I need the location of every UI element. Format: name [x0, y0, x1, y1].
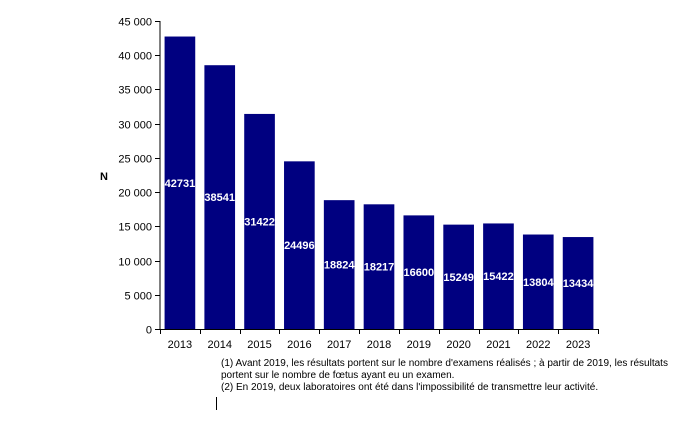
- bar-2014: [204, 65, 236, 330]
- x-axis: 2013 2014 2015 2016 2017 2018 2019 2020 2021 2022…: [160, 329, 599, 351]
- x-tick-label: 2014: [207, 339, 231, 351]
- bar-2019: [403, 215, 435, 329]
- data-label-2019: 16600: [404, 267, 435, 279]
- data-label-2018: 18217: [364, 262, 395, 274]
- bar-2013: [164, 36, 196, 330]
- bar-2015: [244, 113, 275, 329]
- y-axis: 0 5 000 10 000 15 000 20 000 25 000 30 000 35 0…: [118, 17, 161, 337]
- data-label-2021: 15422: [483, 271, 514, 283]
- x-tick-label: 2022: [526, 339, 550, 351]
- x-tick-label: 2020: [446, 339, 470, 351]
- x-tick-label: 2017: [327, 339, 351, 351]
- y-tick-label: 45 000: [118, 17, 152, 29]
- bar-2022: [522, 234, 554, 329]
- x-tick-label: 2018: [367, 339, 391, 351]
- x-tick-label: 2019: [407, 339, 431, 351]
- x-tick-label: 2013: [168, 339, 192, 351]
- bar-2018: [363, 204, 395, 329]
- x-tick-label: 2016: [287, 339, 311, 351]
- y-tick-label: 5 000: [124, 291, 152, 303]
- bar-2023: [562, 237, 594, 329]
- footnote-1: (1) Avant 2019, les résultats portent su…: [221, 358, 668, 381]
- bar-2020: [443, 224, 474, 329]
- data-label-2022: 13804: [523, 277, 554, 289]
- x-tick-label: 2023: [566, 339, 590, 351]
- data-label-2017: 18824: [324, 260, 355, 272]
- data-label-2015: 31422: [244, 216, 275, 228]
- y-tick-label: 15 000: [118, 222, 152, 234]
- data-label-2013: 42731: [165, 178, 196, 190]
- footnote-2: (2) En 2019, deux laboratoires ont été d…: [221, 382, 599, 393]
- bar-2021: [483, 223, 514, 329]
- data-label-2020: 15249: [443, 272, 474, 284]
- data-labels: 42731 38541 31422 24496 18824 18217 16600 15249…: [165, 178, 595, 290]
- y-tick-label: 10 000: [118, 257, 152, 269]
- x-tick-label: 2015: [247, 339, 271, 351]
- y-tick-label: 35 000: [118, 85, 152, 97]
- y-axis-label: N: [100, 171, 108, 183]
- y-tick-label: 25 000: [118, 154, 152, 166]
- y-tick-label: 20 000: [118, 188, 152, 200]
- bar-2017: [323, 200, 355, 329]
- x-tick-label: 2021: [486, 339, 510, 351]
- text-cursor: [216, 397, 217, 410]
- bar-2016: [284, 161, 315, 329]
- data-label-2014: 38541: [204, 192, 235, 204]
- y-tick-label: 0: [146, 325, 152, 337]
- data-label-2023: 13434: [563, 278, 594, 290]
- footnotes: (1) Avant 2019, les résultats portent su…: [221, 358, 681, 394]
- y-tick-label: 40 000: [118, 51, 152, 63]
- y-tick-label: 30 000: [118, 120, 152, 132]
- bars: [164, 36, 594, 330]
- data-label-2016: 24496: [284, 240, 315, 252]
